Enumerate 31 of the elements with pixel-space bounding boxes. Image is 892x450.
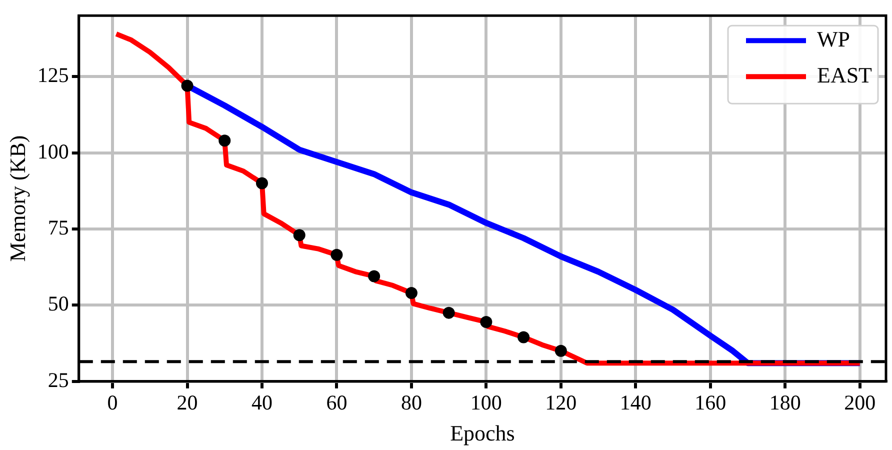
x-axis-title: Epochs [450,420,515,446]
x-tick-label: 80 [400,390,422,415]
x-tick-label: 100 [470,390,502,415]
point [368,270,380,282]
point [480,316,492,328]
legend-label: WP [817,26,850,52]
y-tick-label: 50 [48,292,69,316]
y-tick-label: 100 [37,139,69,164]
y-tick-label: 125 [37,63,69,88]
x-tick-label: 40 [251,390,272,415]
y-tick-label: 75 [48,216,69,240]
point [405,287,418,299]
y-tick-label: 25 [48,368,69,392]
x-tick-label: 60 [326,390,348,415]
y-axis-title: Memory (KB) [4,135,30,262]
point [293,229,306,242]
x-tick-label: 200 [844,390,876,415]
x-tick-label: 160 [694,390,726,415]
point [218,134,231,147]
x-tick-label: 20 [176,390,198,415]
x-tick-label: 0 [107,390,118,415]
legend-label: EAST [817,62,873,88]
point [181,80,194,92]
point [518,331,530,344]
x-tick-label: 140 [620,390,652,415]
point [330,248,343,261]
point [554,344,567,357]
x-tick-label: 120 [545,390,577,415]
x-tick-label: 180 [769,390,801,415]
point [442,306,455,319]
point [256,177,268,190]
